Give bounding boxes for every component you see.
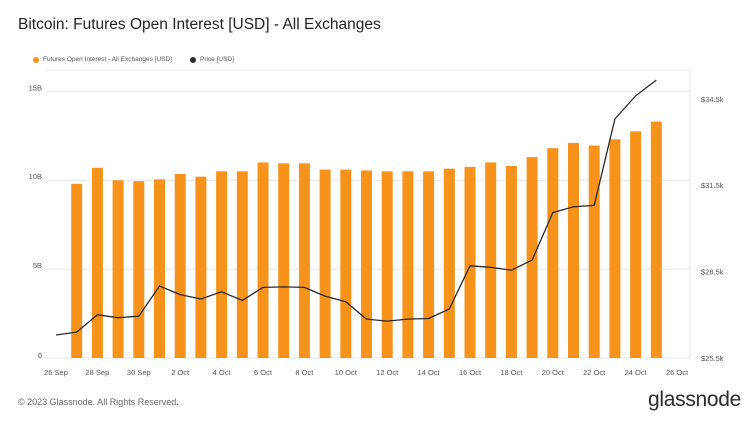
bar-14-oct[interactable] [423,171,435,358]
legend-item-open-interest[interactable]: Futures Open Interest - All Exchanges [U… [33,56,172,63]
bar-20-oct[interactable] [547,148,559,358]
x-axis-tick-label: 4 Oct [213,368,232,377]
right-axis-tick-label: $25.5k [701,354,724,363]
x-axis-tick-label: 16 Oct [459,368,482,377]
bar-9-oct[interactable] [319,169,331,358]
bar-series [71,121,662,358]
left-axis-tick-label: 0 [38,351,42,360]
legend-item-price[interactable]: Price [USD] [189,56,234,63]
bar-5-oct[interactable] [236,171,248,358]
bar-22-oct[interactable] [588,145,600,358]
bar-29-sep[interactable] [112,180,124,358]
x-axis-tick-label: 22 Oct [583,368,606,377]
legend-swatch-open-interest [33,56,39,63]
bar-27-sep[interactable] [71,183,83,358]
x-axis-tick-label: 2 Oct [171,368,190,377]
bar-10-oct[interactable] [340,169,352,358]
bar-8-oct[interactable] [298,163,310,358]
x-axis-tick-label: 8 Oct [295,368,314,377]
price-line-series [55,79,657,336]
x-axis-tick-label: 24 Oct [625,368,648,377]
x-axis-tick-label: 6 Oct [254,368,273,377]
x-axis-tick-label: 30 Sep [127,368,151,377]
bar-13-oct[interactable] [402,171,414,358]
bar-2-oct[interactable] [174,174,186,358]
copyright-footer: © 2023 Glassnode. All Rights Reserved. [18,397,179,407]
bar-17-oct[interactable] [485,162,497,358]
x-axis: 26 Sep 28 Sep 30 Sep 2 Oct 4 Oct 6 Oct 8 Oct 10… [44,368,689,377]
x-axis-tick-label: 12 Oct [376,368,399,377]
x-axis-tick-label: 26 Oct [666,368,689,377]
bar-16-oct[interactable] [464,166,476,358]
right-axis-tick-label: $34.5k [701,95,724,104]
chart-title: Bitcoin: Futures Open Interest [USD] - A… [18,16,381,33]
bar-12-oct[interactable] [381,171,393,358]
left-axis-tick-label: 10B [29,172,42,181]
legend-label-open-interest: Futures Open Interest - All Exchanges [U… [43,56,172,63]
glassnode-logo: glassnode [648,388,742,411]
bar-4-oct[interactable] [216,171,228,358]
bar-23-oct[interactable] [609,139,621,358]
bar-18-oct[interactable] [505,166,517,358]
legend-label-price: Price [USD] [199,56,234,63]
bar-28-sep[interactable] [91,167,103,358]
x-axis-tick-label: 20 Oct [542,368,565,377]
right-axis: $25.5k $28.5k $31.5k $34.5k [701,95,724,363]
bar-15-oct[interactable] [443,168,455,358]
left-axis-tick-label: 5B [33,261,42,270]
bar-3-oct[interactable] [195,176,207,358]
legend-swatch-price [189,56,196,63]
x-axis-tick-label: 18 Oct [500,368,523,377]
bar-1-oct[interactable] [154,179,165,358]
bar-19-oct[interactable] [526,157,538,358]
bar-24-oct[interactable] [630,131,642,358]
bar-6-oct[interactable] [257,162,269,358]
right-axis-tick-label: $31.5k [701,181,724,190]
chart-legend: Futures Open Interest - All Exchanges [U… [33,56,234,63]
bar-25-oct[interactable] [650,121,662,358]
left-axis-tick-label: 15B [29,83,42,92]
bar-7-oct[interactable] [278,163,290,358]
x-axis-tick-label: 26 Sep [44,368,68,377]
x-axis-tick-label: 28 Sep [86,368,110,377]
right-axis-tick-label: $28.5k [701,268,724,277]
bar-30-sep[interactable] [133,181,145,358]
left-axis: 0 5B 10B 15B [29,83,42,360]
bar-11-oct[interactable] [361,170,372,358]
price-line[interactable] [55,79,657,336]
x-axis-tick-label: 14 Oct [418,368,441,377]
bar-21-oct[interactable] [568,142,579,358]
x-axis-tick-label: 10 Oct [335,368,358,377]
